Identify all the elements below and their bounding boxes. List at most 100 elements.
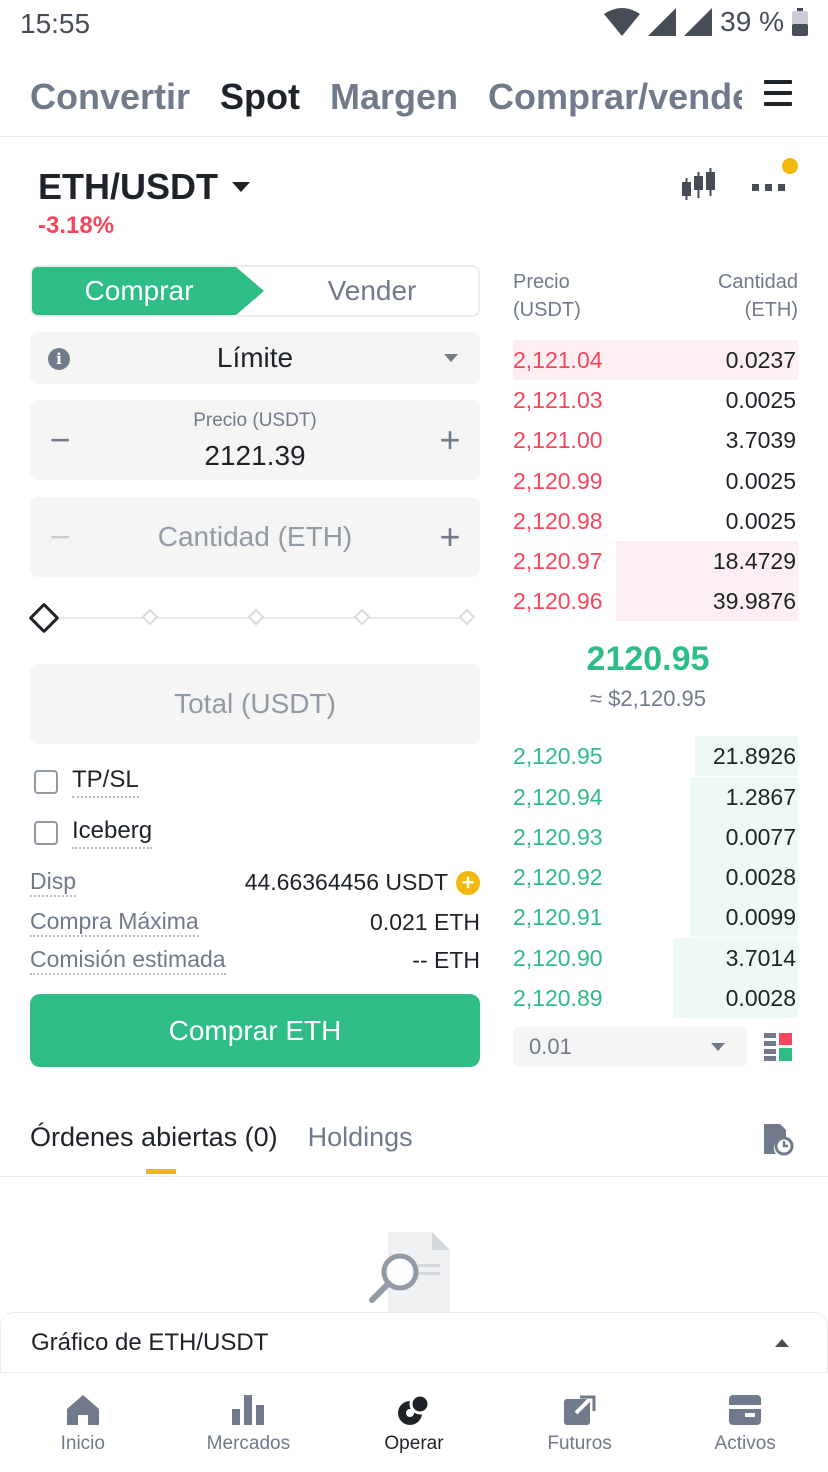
fee-value: -- ETH: [412, 947, 480, 973]
more-options-icon[interactable]: [752, 158, 798, 200]
slider-step-75[interactable]: [353, 608, 371, 626]
order-history-icon[interactable]: [762, 1122, 794, 1156]
tab-convertir[interactable]: Convertir: [30, 76, 191, 117]
orderbook-layout-icon[interactable]: [764, 1033, 792, 1061]
ask-price: 2,121.04: [513, 346, 603, 373]
buy-sell-toggle: Comprar Vender: [30, 265, 480, 317]
max-buy-row: Compra Máxima 0.021 ETH: [30, 908, 480, 937]
ask-qty: 0.0237: [725, 346, 796, 373]
pair-symbol: ETH/USDT: [38, 166, 218, 207]
orderbook-price-header: Precio (USDT): [513, 268, 581, 324]
nav-inicio[interactable]: Inicio: [0, 1373, 166, 1472]
ask-row[interactable]: 2,120.99 0.0025: [513, 461, 798, 501]
price-value[interactable]: 2121.39: [204, 440, 306, 471]
ask-qty: 3.7039: [725, 426, 796, 453]
precision-value: 0.01: [529, 1034, 572, 1059]
iceberg-checkbox[interactable]: [34, 821, 58, 845]
nav-mercados[interactable]: Mercados: [166, 1373, 332, 1472]
ask-row[interactable]: 2,121.00 3.7039: [513, 420, 798, 460]
chart-panel-toggle[interactable]: Gráfico de ETH/USDT: [0, 1312, 828, 1372]
bid-row[interactable]: 2,120.91 0.0099: [513, 897, 798, 937]
bid-qty: 0.0077: [725, 823, 796, 850]
price-input[interactable]: − Precio (USDT) 2121.39 +: [30, 400, 480, 480]
last-price[interactable]: 2120.95: [586, 640, 710, 678]
bid-qty: 0.0028: [725, 863, 796, 890]
max-buy-value: 0.021 ETH: [370, 909, 480, 935]
buy-tab[interactable]: Comprar: [32, 267, 264, 315]
ask-price: 2,120.98: [513, 507, 603, 534]
amount-slider-handle[interactable]: [28, 602, 60, 634]
tpsl-option[interactable]: TP/SL: [34, 766, 139, 798]
nav-operar[interactable]: Operar: [331, 1373, 497, 1472]
caret-up-icon: [775, 1339, 789, 1347]
price-decrement-button[interactable]: −: [49, 419, 71, 460]
ask-row[interactable]: 2,120.98 0.0025: [513, 501, 798, 541]
battery-percent: 39 %: [720, 6, 784, 37]
bottom-navigation: Inicio Mercados Operar Futuros Activos: [0, 1372, 828, 1472]
slider-step-25[interactable]: [141, 608, 159, 626]
add-funds-icon[interactable]: +: [456, 870, 480, 895]
tab-comprar-vender[interactable]: Comprar/vender: [488, 76, 742, 117]
order-type-value: Límite: [216, 342, 294, 373]
bid-row[interactable]: 2,120.90 3.7014: [513, 938, 798, 978]
wifi-icon: [604, 8, 641, 36]
tab-holdings[interactable]: Holdings: [307, 1122, 413, 1152]
bid-qty: 1.2867: [725, 783, 796, 810]
iceberg-option[interactable]: Iceberg: [34, 817, 153, 849]
price-precision-select[interactable]: 0.01: [513, 1027, 747, 1067]
tab-open-orders[interactable]: Órdenes abiertas (0): [30, 1122, 278, 1152]
pair-selector[interactable]: ETH/USDT: [38, 166, 250, 208]
order-type-select[interactable]: i Límite: [30, 332, 480, 384]
notification-dot: [782, 158, 798, 174]
candlestick-chart-icon[interactable]: [680, 168, 718, 202]
markets-icon: [232, 1395, 265, 1425]
ask-price: 2,121.03: [513, 386, 603, 413]
battery-icon: [792, 8, 808, 36]
available-label: Disp: [30, 868, 77, 897]
trade-icon: [397, 1393, 431, 1425]
iceberg-label: Iceberg: [72, 817, 153, 849]
nav-futuros[interactable]: Futuros: [497, 1373, 663, 1472]
quantity-increment-button[interactable]: +: [439, 516, 461, 557]
ask-row[interactable]: 2,121.04 0.0237: [513, 340, 798, 380]
wallet-icon: [729, 1395, 762, 1425]
signal-icon: [648, 8, 677, 36]
price-label: Precio (USDT): [193, 410, 317, 431]
nav-activos[interactable]: Activos: [662, 1373, 828, 1472]
bid-row[interactable]: 2,120.94 1.2867: [513, 777, 798, 817]
pair-change: -3.18%: [38, 212, 115, 239]
ask-row[interactable]: 2,120.96 39.9876: [513, 581, 798, 621]
info-icon[interactable]: i: [48, 348, 70, 370]
price-header-unit: (USDT): [513, 299, 581, 321]
orders-tabs: Órdenes abiertas (0) Holdings: [30, 1122, 413, 1153]
bid-qty: 0.0028: [725, 984, 796, 1011]
fee-label: Comisión estimada: [30, 946, 226, 975]
ask-row[interactable]: 2,120.97 18.4729: [513, 541, 798, 581]
tab-spot[interactable]: Spot: [220, 76, 301, 117]
bid-row[interactable]: 2,120.92 0.0028: [513, 857, 798, 897]
available-value: 44.66364456 USDT: [244, 869, 448, 895]
total-placeholder: Total (USDT): [174, 688, 336, 719]
slider-step-100[interactable]: [458, 608, 476, 626]
quantity-input[interactable]: − Cantidad (ETH) +: [30, 497, 480, 577]
bid-price: 2,120.89: [513, 984, 603, 1011]
bid-row[interactable]: 2,120.89 0.0028: [513, 978, 798, 1018]
bid-price: 2,120.95: [513, 742, 603, 769]
signal-icon: [684, 8, 713, 36]
sell-tab[interactable]: Vender: [327, 275, 417, 306]
price-increment-button[interactable]: +: [439, 419, 461, 460]
tpsl-checkbox[interactable]: [34, 770, 58, 794]
bid-row[interactable]: 2,120.93 0.0077: [513, 817, 798, 857]
quantity-decrement-button[interactable]: −: [49, 516, 71, 557]
bid-qty: 0.0099: [725, 903, 796, 930]
total-input[interactable]: Total (USDT): [30, 664, 480, 744]
qty-header-label: Cantidad: [717, 271, 798, 293]
bid-row[interactable]: 2,120.95 21.8926: [513, 736, 798, 776]
status-icons: 39 %: [604, 6, 808, 38]
fee-row: Comisión estimada -- ETH: [30, 946, 480, 975]
slider-step-50[interactable]: [247, 608, 265, 626]
hamburger-menu-icon[interactable]: [764, 80, 792, 106]
tab-margen[interactable]: Margen: [330, 76, 459, 117]
ask-row[interactable]: 2,121.03 0.0025: [513, 380, 798, 420]
buy-eth-button[interactable]: Comprar ETH: [30, 994, 480, 1067]
